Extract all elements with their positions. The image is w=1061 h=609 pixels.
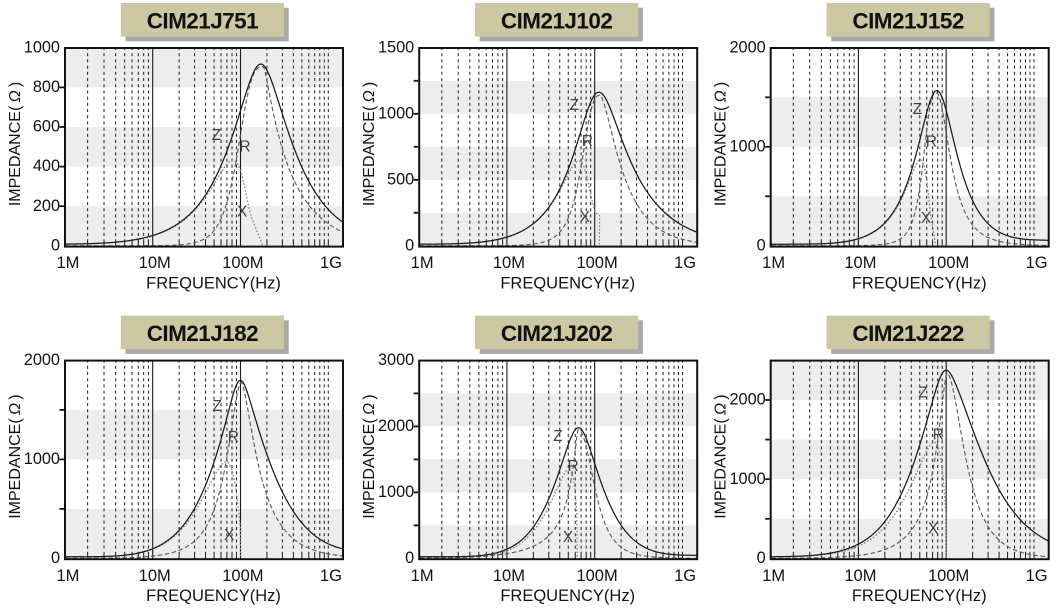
svg-text:1M: 1M xyxy=(762,567,785,585)
svg-text:CIM21J222: CIM21J222 xyxy=(852,321,963,346)
svg-text:R: R xyxy=(567,458,578,475)
svg-text:IMPEDANCE( Ω ): IMPEDANCE( Ω ) xyxy=(7,394,24,518)
svg-text:FREQUENCY(Hz): FREQUENCY(Hz) xyxy=(500,275,635,293)
svg-text:Z: Z xyxy=(212,398,221,415)
svg-text:FREQUENCY(Hz): FREQUENCY(Hz) xyxy=(852,275,987,293)
svg-text:0: 0 xyxy=(51,549,60,567)
svg-text:FREQUENCY(Hz): FREQUENCY(Hz) xyxy=(146,587,281,605)
svg-text:200: 200 xyxy=(33,197,60,215)
svg-text:CIM21J102: CIM21J102 xyxy=(501,8,612,33)
svg-text:Z: Z xyxy=(918,385,927,402)
svg-text:10M: 10M xyxy=(844,254,876,272)
svg-text:0: 0 xyxy=(757,549,766,567)
svg-text:1000: 1000 xyxy=(378,483,414,501)
svg-text:10M: 10M xyxy=(493,254,525,272)
svg-text:R: R xyxy=(926,134,937,151)
svg-text:0: 0 xyxy=(51,236,60,254)
svg-text:IMPEDANCE( Ω ): IMPEDANCE( Ω ) xyxy=(361,82,378,206)
svg-text:1G: 1G xyxy=(674,254,696,272)
svg-text:IMPEDANCE( Ω ): IMPEDANCE( Ω ) xyxy=(7,82,24,206)
svg-text:3000: 3000 xyxy=(378,351,414,369)
svg-text:1000: 1000 xyxy=(24,450,60,468)
svg-text:10M: 10M xyxy=(139,567,171,585)
svg-text:2000: 2000 xyxy=(378,417,414,435)
svg-text:10M: 10M xyxy=(844,567,876,585)
svg-text:600: 600 xyxy=(33,118,60,136)
svg-text:Z: Z xyxy=(913,101,922,118)
svg-text:X: X xyxy=(563,529,574,546)
svg-text:400: 400 xyxy=(33,157,60,175)
svg-text:X: X xyxy=(928,521,939,538)
svg-text:1500: 1500 xyxy=(378,38,414,56)
svg-text:100M: 100M xyxy=(222,254,263,272)
svg-text:1G: 1G xyxy=(1026,254,1048,272)
svg-text:X: X xyxy=(580,209,591,226)
svg-text:CIM21J202: CIM21J202 xyxy=(501,321,612,346)
svg-text:2000: 2000 xyxy=(24,351,60,369)
svg-text:0: 0 xyxy=(757,236,766,254)
svg-text:R: R xyxy=(582,133,593,150)
svg-text:1000: 1000 xyxy=(729,137,765,155)
svg-text:R: R xyxy=(239,139,250,156)
svg-text:0: 0 xyxy=(405,236,414,254)
svg-text:10M: 10M xyxy=(493,567,525,585)
svg-text:IMPEDANCE( Ω ): IMPEDANCE( Ω ) xyxy=(713,394,730,518)
svg-text:FREQUENCY(Hz): FREQUENCY(Hz) xyxy=(500,587,635,605)
svg-text:10M: 10M xyxy=(139,254,171,272)
svg-text:1000: 1000 xyxy=(378,104,414,122)
svg-text:FREQUENCY(Hz): FREQUENCY(Hz) xyxy=(852,587,987,605)
svg-text:Z: Z xyxy=(570,97,579,114)
svg-text:100M: 100M xyxy=(928,567,969,585)
svg-text:1M: 1M xyxy=(56,567,79,585)
svg-text:FREQUENCY(Hz): FREQUENCY(Hz) xyxy=(146,275,281,293)
svg-text:2000: 2000 xyxy=(729,38,765,56)
svg-text:CIM21J152: CIM21J152 xyxy=(852,8,963,33)
svg-text:CIM21J182: CIM21J182 xyxy=(147,321,258,346)
svg-text:0: 0 xyxy=(405,549,414,567)
svg-text:500: 500 xyxy=(387,170,414,188)
svg-text:2000: 2000 xyxy=(729,391,765,409)
svg-text:1G: 1G xyxy=(1026,567,1048,585)
svg-text:1M: 1M xyxy=(411,567,434,585)
svg-text:1G: 1G xyxy=(674,567,696,585)
svg-text:R: R xyxy=(228,429,239,446)
svg-text:X: X xyxy=(921,210,932,227)
svg-text:800: 800 xyxy=(33,78,60,96)
svg-text:100M: 100M xyxy=(222,567,263,585)
svg-text:1M: 1M xyxy=(56,254,79,272)
svg-text:100M: 100M xyxy=(576,567,617,585)
svg-text:1G: 1G xyxy=(320,254,342,272)
svg-text:Z: Z xyxy=(212,127,221,144)
svg-text:Z: Z xyxy=(553,428,562,445)
svg-text:1000: 1000 xyxy=(729,470,765,488)
svg-text:1M: 1M xyxy=(762,254,785,272)
svg-text:1M: 1M xyxy=(411,254,434,272)
svg-text:IMPEDANCE( Ω ): IMPEDANCE( Ω ) xyxy=(361,394,378,518)
svg-text:100M: 100M xyxy=(576,254,617,272)
svg-text:IMPEDANCE( Ω ): IMPEDANCE( Ω ) xyxy=(713,82,730,206)
svg-text:100M: 100M xyxy=(928,254,969,272)
svg-text:1000: 1000 xyxy=(24,38,60,56)
svg-text:R: R xyxy=(933,427,944,444)
svg-text:1G: 1G xyxy=(320,567,342,585)
svg-text:CIM21J751: CIM21J751 xyxy=(147,8,258,33)
svg-text:X: X xyxy=(237,203,248,220)
svg-text:X: X xyxy=(224,527,235,544)
